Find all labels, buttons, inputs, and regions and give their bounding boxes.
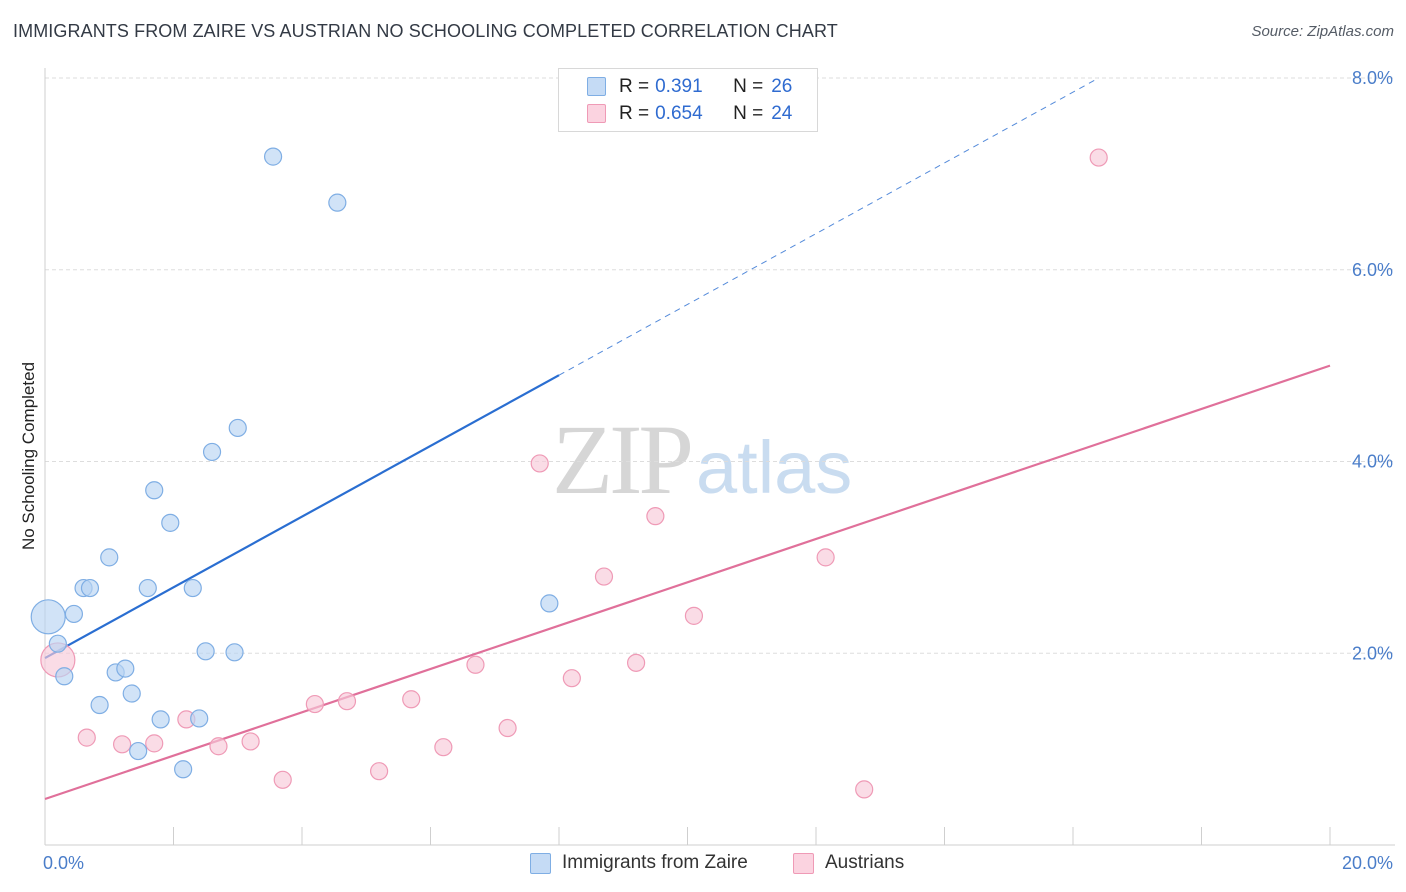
trend-lines: [44, 77, 1331, 801]
point-austrians: [145, 734, 164, 753]
point-austrians: [112, 735, 132, 754]
point-zaire: [145, 481, 164, 500]
point-austrians: [241, 732, 260, 751]
point-zaire: [328, 193, 347, 212]
source-label: Source: ZipAtlas.com: [1251, 23, 1394, 40]
point-zaire: [540, 594, 559, 613]
legend-item-zaire: Immigrants from Zaire: [530, 852, 748, 874]
point-austrians: [305, 694, 324, 714]
point-zaire: [151, 710, 170, 729]
trend-line-zaire: [44, 374, 560, 660]
y-tick-label: 4.0%: [1352, 452, 1393, 472]
legend-r-label: R =: [619, 102, 650, 124]
point-austrians: [402, 690, 421, 709]
point-zaire: [228, 418, 247, 438]
legend-row-zaire: R = 0.391 N = 26: [559, 73, 792, 100]
point-austrians: [626, 653, 646, 672]
point-zaire: [225, 643, 244, 662]
x-tick-label: 0.0%: [43, 853, 84, 873]
trend-line-zaire-extrapolated: [558, 77, 1099, 376]
point-zaire: [129, 741, 148, 761]
watermark-atlas: atlas: [696, 426, 853, 509]
point-austrians: [273, 770, 292, 789]
chart-title: IMMIGRANTS FROM ZAIRE VS AUSTRIAN NO SCH…: [13, 21, 838, 41]
point-austrians: [77, 728, 96, 747]
legend-n-value: 26: [771, 75, 793, 97]
point-austrians: [498, 718, 517, 738]
point-austrians: [855, 780, 874, 799]
point-zaire: [263, 147, 283, 166]
legend-swatch-pink: [587, 104, 606, 123]
legend-swatch-blue: [587, 77, 606, 96]
y-tick-label: 8.0%: [1352, 68, 1393, 88]
legend-item-austrians: Austrians: [793, 852, 904, 874]
point-zaire: [30, 599, 66, 635]
point-zaire: [55, 667, 74, 686]
point-austrians: [466, 655, 485, 674]
point-zaire: [183, 578, 202, 598]
point-zaire: [100, 548, 119, 567]
y-tick-label: 6.0%: [1352, 260, 1393, 280]
point-austrians: [646, 507, 665, 526]
legend-row-austrians: R = 0.654 N = 24: [559, 100, 792, 127]
axes: [44, 68, 1395, 846]
point-austrians: [816, 548, 835, 567]
point-austrians: [530, 454, 549, 473]
watermark-zip: ZIP: [552, 404, 694, 515]
point-austrians: [684, 606, 704, 625]
legend-r-value: 0.654: [655, 102, 703, 124]
legend-n-label: N =: [733, 102, 764, 124]
point-zaire: [138, 578, 157, 598]
legend-r-value: 0.391: [655, 75, 703, 97]
point-zaire: [196, 642, 215, 661]
point-zaire: [116, 659, 135, 678]
tick-labels: 2.0% 4.0% 6.0% 8.0% 0.0% 20.0%: [43, 68, 1393, 873]
point-zaire: [161, 513, 180, 532]
point-zaire: [122, 684, 141, 703]
y-tick-label: 2.0%: [1352, 643, 1393, 663]
grid-lines: [45, 77, 1395, 654]
legend-r-label: R =: [619, 75, 650, 97]
point-austrians: [1089, 148, 1108, 167]
point-austrians: [209, 737, 228, 756]
point-zaire: [64, 604, 84, 624]
legend-n-value: 24: [771, 102, 793, 124]
point-austrians: [434, 738, 453, 757]
legend-swatch-pink: [793, 852, 814, 874]
legend-label-zaire: Immigrants from Zaire: [562, 852, 748, 873]
y-axis-label: No Schooling Completed: [19, 362, 38, 550]
legend-swatch-blue: [530, 852, 551, 874]
x-tick-label: 20.0%: [1342, 853, 1393, 873]
data-points: [30, 147, 1108, 799]
point-zaire: [90, 695, 109, 715]
point-zaire: [174, 760, 193, 779]
point-austrians: [562, 669, 581, 688]
point-zaire: [202, 442, 222, 462]
point-austrians: [594, 567, 614, 586]
legend-label-austrians: Austrians: [825, 852, 905, 873]
point-austrians: [337, 692, 357, 711]
trend-line-austrians: [44, 364, 1331, 801]
correlation-legend: R = 0.391 N = 26 R = 0.654 N = 24: [558, 68, 818, 132]
point-austrians: [370, 762, 389, 781]
watermark: ZIPatlas: [552, 402, 852, 517]
point-zaire: [80, 578, 100, 598]
legend-n-label: N =: [733, 75, 764, 97]
point-zaire: [48, 634, 67, 653]
point-zaire: [190, 709, 209, 728]
